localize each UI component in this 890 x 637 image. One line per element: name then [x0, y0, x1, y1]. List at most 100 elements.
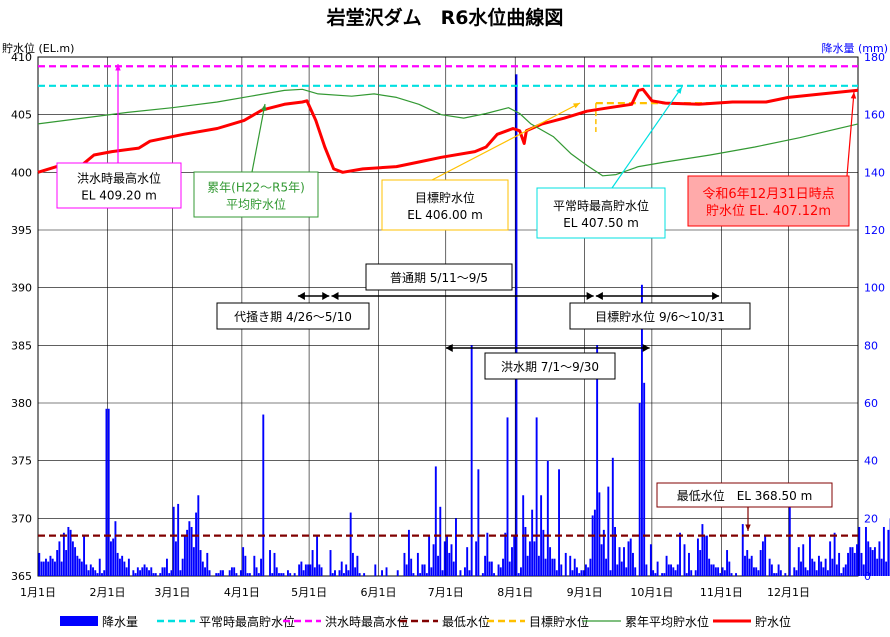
rain-bar: [242, 547, 245, 576]
rain-bar: [89, 564, 92, 576]
rain-bar: [62, 532, 65, 576]
rain-bar: [885, 561, 888, 576]
rain-bar: [484, 555, 487, 576]
rain-bar: [685, 573, 688, 576]
rain-bar: [661, 573, 664, 576]
rain-bar: [450, 544, 453, 576]
rain-bar: [304, 564, 307, 576]
rain-bar: [788, 489, 791, 576]
y-tick-label-left: 385: [11, 339, 32, 352]
rain-bar: [764, 535, 767, 576]
rain-bar: [573, 558, 576, 576]
x-tick-label: 11月1日: [700, 586, 743, 599]
rain-bar: [824, 558, 827, 576]
period-puddling-box: [216, 302, 370, 330]
rain-bar: [179, 570, 182, 576]
rain-bar: [107, 408, 110, 576]
rain-bar: [699, 550, 702, 576]
rain-bar: [535, 417, 538, 576]
left-axis-label: 貯水位 (EL.m): [2, 41, 74, 55]
rain-bar: [425, 573, 428, 576]
rain-bar: [255, 567, 258, 576]
rain-bar: [159, 573, 162, 576]
rain-bar: [177, 503, 180, 576]
rain-bar: [524, 526, 527, 576]
rain-bar: [504, 532, 507, 576]
rain-bar: [280, 573, 283, 576]
chart-title: 岩堂沢ダム R6水位曲線図: [326, 6, 564, 29]
rain-bar: [300, 561, 303, 576]
period-arrow-head: [595, 292, 603, 300]
rain-bar: [533, 541, 536, 576]
rain-bar: [584, 564, 587, 576]
period-flood-line1: 洪水期 7/1～9/30: [501, 360, 599, 374]
y-tick-label-left: 395: [11, 224, 32, 237]
rain-bar: [49, 555, 52, 576]
rain-bar: [490, 561, 493, 576]
rain-bar: [802, 544, 805, 576]
rain-bar: [654, 573, 657, 576]
rain-bar: [502, 558, 504, 576]
rain-bar: [215, 573, 218, 576]
rain-bar: [649, 544, 652, 576]
target-arrow: [431, 102, 581, 181]
rain-bar: [410, 558, 413, 576]
rain-bar: [253, 555, 256, 576]
rain-bar: [183, 535, 186, 576]
current-annotation-line2: 貯水位 EL. 407.12m: [706, 204, 831, 219]
y-tick-label-right: 40: [864, 455, 878, 468]
rain-bar: [620, 561, 623, 576]
rain-bar: [428, 535, 431, 576]
rain-bar: [78, 558, 81, 576]
x-tick-label: 10月1日: [630, 586, 673, 599]
rain-bar: [800, 561, 802, 576]
rain-bar: [466, 547, 469, 576]
rain-bar: [741, 524, 744, 576]
rain-bar: [735, 573, 737, 576]
rain-bar: [407, 529, 410, 576]
rain-bar: [750, 555, 753, 576]
rain-bar: [195, 512, 198, 576]
rain-bar: [558, 469, 560, 576]
rain-bar: [571, 570, 574, 576]
rain-bar: [51, 558, 54, 576]
x-tick-label: 5月1日: [291, 586, 327, 599]
rain-bar: [148, 570, 150, 576]
period-arrow-head: [586, 292, 594, 300]
rain-bar: [652, 570, 655, 576]
rain-bar: [643, 382, 646, 576]
rain-bar: [412, 573, 415, 576]
x-tick-label: 2月1日: [89, 586, 125, 599]
rain-bar: [553, 558, 556, 576]
rain-bar: [844, 564, 847, 576]
y-tick-label-left: 370: [11, 512, 32, 525]
rain-bar: [511, 547, 513, 576]
period-normal-box: [365, 263, 513, 291]
rain-bar: [549, 547, 552, 576]
rain-bar: [488, 561, 491, 576]
rain-bar: [683, 544, 686, 576]
rain-bar: [74, 547, 77, 576]
rain-bar: [262, 414, 265, 576]
rain-bar: [838, 552, 841, 576]
normal-max-arrow: [611, 86, 683, 189]
rain-bar: [822, 567, 825, 576]
rain-bar: [593, 509, 596, 576]
y-tick-label-left: 405: [11, 109, 32, 122]
rain-bar: [80, 561, 83, 576]
rain-bar: [551, 558, 554, 576]
rain-bar: [744, 555, 746, 576]
rain-bar: [354, 567, 357, 576]
x-tick-label: 12月1日: [767, 586, 810, 599]
rain-bar: [109, 541, 112, 576]
period-flood-box: [484, 352, 616, 380]
rain-bar: [847, 552, 850, 576]
rain-bar: [878, 541, 881, 576]
rain-bar: [53, 561, 56, 576]
rain-bar: [121, 555, 124, 576]
rain-bar: [746, 550, 749, 576]
rain-bar: [723, 570, 726, 576]
rain-bar: [170, 570, 173, 576]
rain-bar: [768, 558, 771, 576]
